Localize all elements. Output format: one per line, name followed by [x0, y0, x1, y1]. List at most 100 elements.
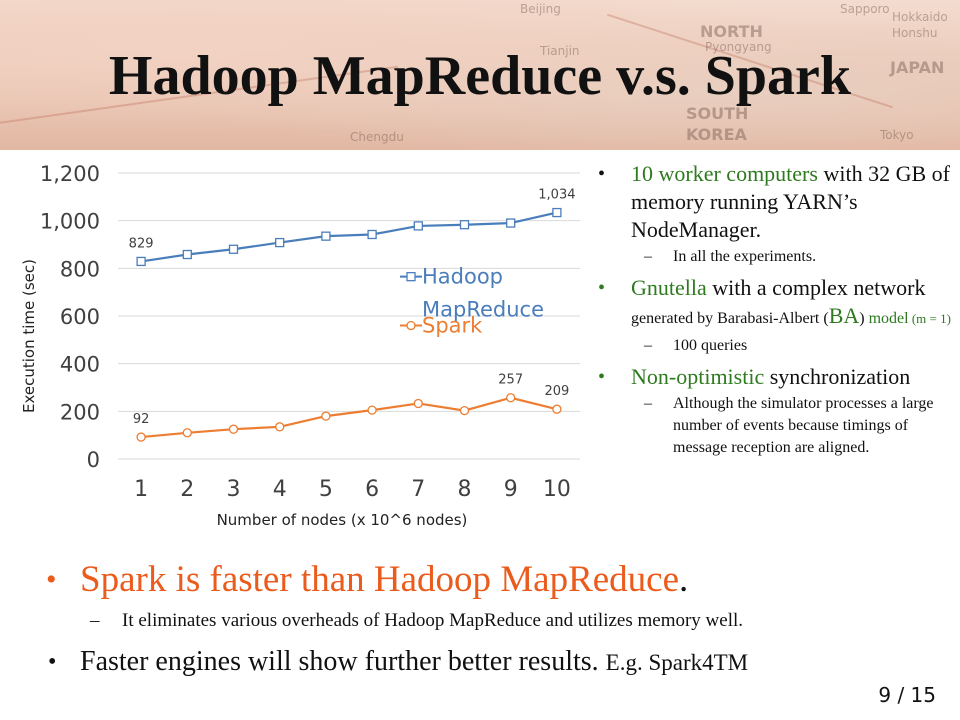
example-text: E.g. Spark4TM	[605, 650, 749, 675]
overheads-text: It eliminates various overheads of Hadoo…	[122, 610, 744, 631]
bullet-dot: •	[48, 649, 57, 675]
map-label: Honshu	[892, 26, 938, 40]
sub-bullet-dash: –	[644, 337, 652, 354]
data-point	[182, 428, 192, 438]
sub-bullet-dash: –	[90, 610, 100, 631]
data-point	[136, 432, 146, 442]
bullet-synchronization: • Non-optimistic synchronization	[596, 363, 956, 391]
map-label: NORTH	[700, 22, 763, 41]
sub-bullet-simulator: – Although the simulator processes a lar…	[596, 393, 956, 459]
page-separator: /	[897, 683, 905, 707]
data-label: 257	[498, 373, 523, 388]
x-tick-label: 10	[543, 477, 571, 502]
execution-time-chart: 0 200 400 600 800 1,000 1,200 1 2 3 4 5 6 7 8 9 10 829 1…	[20, 162, 580, 529]
model-highlight: model	[868, 310, 909, 327]
ba-highlight: BA	[828, 303, 860, 328]
x-tick-label: 5	[319, 477, 333, 502]
y-tick-label: 1,200	[40, 162, 100, 186]
gnutella-text: with a complex network	[706, 275, 926, 300]
data-point	[506, 393, 516, 403]
experiments-text: In all the experiments.	[673, 248, 817, 265]
data-point	[321, 411, 331, 421]
x-tick-label: 2	[180, 477, 194, 502]
y-axis-ticks: 0 200 400 600 800 1,000 1,200	[40, 162, 100, 472]
sub-bullet-dash: –	[644, 395, 652, 412]
x-axis-label: Number of nodes (x 10^6 nodes)	[217, 511, 468, 529]
data-point	[228, 244, 239, 254]
data-point	[321, 231, 331, 241]
map-label: KOREA	[686, 125, 747, 144]
map-label: Hokkaido	[892, 10, 948, 24]
map-label: Chengdu	[350, 130, 404, 144]
data-point	[275, 237, 285, 248]
data-point	[506, 218, 516, 228]
gnutella-highlight: Gnutella	[631, 275, 707, 300]
sub-bullet-experiments: – In all the experiments.	[596, 246, 956, 268]
legend-marker	[406, 320, 416, 331]
data-point	[136, 256, 146, 267]
data-point	[182, 249, 192, 260]
sub-bullet-dash: –	[644, 248, 652, 265]
map-label: Beijing	[520, 2, 561, 16]
y-tick-label: 1,000	[40, 210, 100, 234]
legend-label: Spark	[422, 314, 483, 338]
faster-engines-text: Faster engines will show further better …	[80, 646, 606, 677]
model-param: (m = 1)	[908, 311, 951, 326]
chart-gridlines	[118, 172, 580, 460]
data-point	[275, 422, 285, 432]
data-point	[552, 207, 562, 218]
data-point	[367, 229, 377, 240]
page-current: 9	[878, 683, 892, 707]
legend-label: MapReduce	[422, 298, 544, 322]
queries-text: 100 queries	[673, 337, 748, 354]
data-point	[413, 221, 423, 231]
data-point	[228, 424, 239, 434]
x-tick-label: 1	[134, 477, 148, 502]
data-point	[552, 404, 562, 414]
data-label: 1,034	[538, 188, 575, 203]
map-label: Sapporo	[840, 2, 890, 16]
simulator-text: Although the simulator processes a large…	[673, 395, 934, 456]
map-label: Tokyo	[880, 128, 914, 142]
page-number: 9 / 15	[878, 683, 936, 707]
x-tick-label: 6	[365, 477, 379, 502]
series-line	[140, 211, 558, 263]
y-tick-label: 800	[60, 257, 100, 281]
conclusion-faster-engines: • Faster engines will show further bette…	[40, 644, 940, 681]
slide-title: Hadoop MapReduce v.s. Spark	[108, 45, 852, 107]
sub-bullet-overheads: – It eliminates various overheads of Had…	[40, 608, 940, 634]
y-axis-label: Execution time (sec)	[20, 259, 38, 413]
conclusions: • Spark is faster than Hadoop MapReduce.…	[40, 558, 940, 681]
sync-text: synchronization	[764, 364, 911, 389]
experiment-notes: • 10 worker computers with 32 GB of memo…	[596, 160, 956, 465]
paren-text: )	[859, 310, 869, 327]
bullet-dot: •	[598, 277, 606, 299]
y-tick-label: 200	[60, 400, 100, 424]
x-tick-label: 3	[227, 477, 241, 502]
data-label: 92	[133, 412, 150, 427]
map-label: Pyongyang	[705, 40, 772, 54]
bullet-workers: • 10 worker computers with 32 GB of memo…	[596, 160, 956, 244]
y-tick-label: 400	[60, 353, 100, 377]
period: .	[679, 559, 689, 600]
legend-marker	[406, 272, 416, 282]
data-label: 209	[544, 384, 569, 399]
data-label: 829	[129, 236, 154, 251]
map-label: JAPAN	[890, 58, 945, 77]
data-point	[459, 405, 470, 416]
y-tick-label: 600	[60, 305, 100, 329]
series-line	[140, 396, 558, 439]
y-tick-label: 0	[87, 448, 100, 472]
data-point	[459, 220, 470, 230]
legend-label: Hadoop	[422, 265, 503, 289]
bullet-dot: •	[46, 563, 57, 596]
x-axis-ticks: 1 2 3 4 5 6 7 8 9 10	[134, 477, 571, 502]
chart-series	[136, 207, 562, 442]
conclusion-spark-faster: • Spark is faster than Hadoop MapReduce.	[40, 558, 940, 602]
data-point	[413, 398, 423, 409]
bullet-gnutella: • Gnutella with a complex network genera…	[596, 274, 956, 333]
map-label: SOUTH	[686, 104, 749, 123]
x-tick-label: 9	[504, 477, 518, 502]
bullet-dot: •	[598, 366, 606, 388]
